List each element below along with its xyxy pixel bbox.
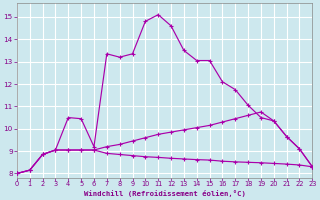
- X-axis label: Windchill (Refroidissement éolien,°C): Windchill (Refroidissement éolien,°C): [84, 190, 245, 197]
